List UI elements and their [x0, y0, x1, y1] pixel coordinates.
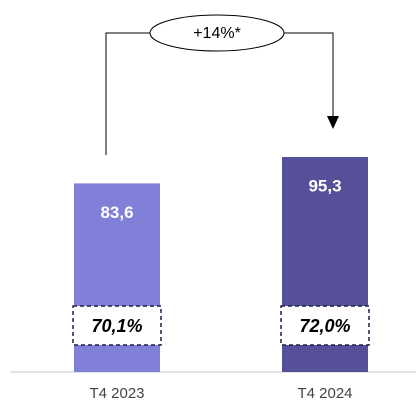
x-tick-label: T4 2023 [89, 385, 144, 402]
annotation-bubble [149, 14, 285, 52]
share-label: 70,1% [91, 316, 142, 336]
connector [105, 32, 150, 155]
arrow-head [327, 116, 339, 129]
share-box [280, 305, 370, 346]
x-tick-label: T4 2024 [297, 385, 352, 402]
share-label: 72,0% [299, 316, 350, 336]
share-box [72, 305, 162, 346]
value-label: 95,3 [308, 176, 341, 195]
annotation: +14%* [193, 25, 241, 42]
connector [284, 32, 334, 118]
value-label: 83,6 [100, 203, 133, 222]
